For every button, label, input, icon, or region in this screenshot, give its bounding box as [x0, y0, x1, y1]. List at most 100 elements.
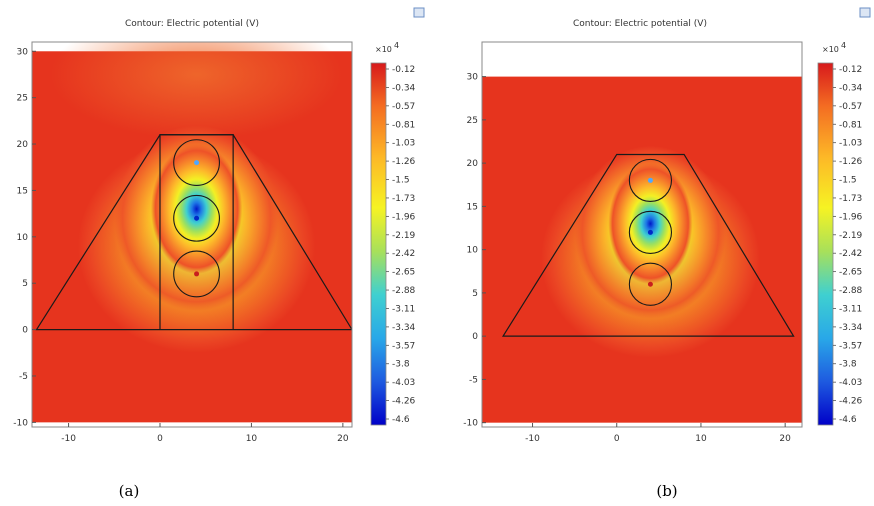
- colorbar-level-label: -2.65: [392, 268, 415, 278]
- field-gradient-core: [150, 144, 243, 274]
- y-tick-label: 5: [472, 289, 478, 299]
- panel-b: Contour: Electric potential (V) -10 0 10 20…: [463, 7, 871, 500]
- y-tick-label: 10: [17, 233, 29, 243]
- axes: -10 0 10 20 -10 -5 0 5 10 15 20 25 30: [463, 41, 803, 444]
- colorbar-scale-exponent: 4: [394, 41, 399, 50]
- colorbar-level-label: -0.12: [839, 65, 862, 75]
- x-tick-label: 10: [246, 434, 258, 444]
- colorbar-level-label: -3.8: [839, 360, 857, 370]
- field-gradient-top: [50, 42, 343, 140]
- x-tick-label: 0: [157, 434, 163, 444]
- colorbar-level-label: -2.42: [839, 249, 862, 259]
- colorbar-level-label: -1.5: [839, 176, 857, 186]
- colorbar-level-label: -4.26: [839, 397, 863, 407]
- inner-rect-boundary: [159, 134, 234, 330]
- y-tick-label: 10: [467, 246, 479, 256]
- colorbar-level-label: -0.12: [392, 65, 415, 75]
- y-tick-label: 30: [467, 73, 479, 83]
- colorbar-scale-label: ×10: [822, 45, 839, 54]
- contour-plot: [482, 42, 802, 427]
- conductor-circle: [628, 158, 673, 203]
- panel-caption: (a): [119, 482, 140, 500]
- colorbar-level-label: -1.26: [392, 157, 416, 167]
- colorbar-level-label: -2.19: [392, 231, 416, 241]
- conductor-circle: [173, 250, 220, 298]
- conductor-circle: [173, 139, 220, 187]
- colorbar-level-label: -3.57: [839, 341, 862, 351]
- colorbar-level-label: -4.26: [392, 397, 416, 407]
- colorbar-level-label: -2.65: [839, 268, 862, 278]
- export-icon[interactable]: [413, 7, 425, 18]
- colorbar-level-label: -2.88: [392, 286, 416, 296]
- y-tick-label: 20: [467, 159, 479, 169]
- conductor-center-dot: [194, 271, 200, 277]
- trapezoid-boundary: [501, 153, 795, 337]
- x-tick-label: -10: [61, 434, 76, 444]
- y-tick-label: 15: [17, 186, 28, 196]
- colorbar-level-label: -1.73: [392, 194, 415, 204]
- y-tick-label: -5: [19, 372, 28, 382]
- y-tick-label: 30: [17, 47, 29, 57]
- conductor-center-dot: [647, 229, 653, 235]
- colorbar-level-label: -4.6: [839, 415, 857, 425]
- conductor-center-dot: [194, 215, 200, 221]
- x-tick-label: 0: [614, 434, 620, 444]
- conductor-circle: [628, 210, 673, 254]
- x-tick-label: -10: [525, 434, 540, 444]
- conductor-circle: [173, 194, 220, 242]
- conductor-center-dot: [647, 177, 653, 183]
- colorbar: ×10 4 -0.12 -0.34 -0.57 -0.81 -1.03 -1.26 -1.5 -1…: [817, 41, 863, 426]
- y-tick-label: 20: [17, 140, 29, 150]
- colorbar-level-label: -1.96: [839, 212, 863, 222]
- colorbar-level-label: -1.26: [839, 157, 863, 167]
- colorbar-level-label: -0.81: [839, 120, 862, 130]
- colorbar-level-label: -1.73: [839, 194, 862, 204]
- x-tick-label: 20: [779, 434, 791, 444]
- colorbar-gradient: [817, 62, 834, 426]
- y-tick-label: -10: [463, 419, 478, 429]
- y-tick-label: 25: [467, 116, 478, 126]
- y-tick-label: -10: [13, 418, 28, 428]
- export-icon[interactable]: [859, 7, 871, 18]
- panel-a: Contour: Electric potential (V) -10 0 10 20…: [13, 7, 425, 500]
- colorbar-level-label: -3.34: [839, 323, 863, 333]
- x-tick-label: 10: [695, 434, 707, 444]
- colorbar-scale-label: ×10: [375, 45, 392, 54]
- y-tick-label: 25: [17, 94, 28, 104]
- colorbar-level-label: -4.6: [392, 415, 410, 425]
- x-tick-label: 20: [337, 434, 349, 444]
- y-tick-label: 5: [22, 279, 28, 289]
- y-tick-label: 0: [472, 332, 478, 342]
- colorbar-level-label: -2.19: [839, 231, 863, 241]
- colorbar-level-label: -0.81: [392, 120, 415, 130]
- colorbar-level-label: -2.88: [839, 286, 863, 296]
- colorbar-level-label: -0.57: [839, 102, 862, 112]
- colorbar-level-label: -3.11: [839, 304, 862, 314]
- axes: -10 0 10 20 -10 -5 0 5 10 15 20 25 30: [13, 41, 353, 444]
- y-tick-label: -5: [469, 375, 478, 385]
- plot-title: Contour: Electric potential (V): [125, 19, 259, 29]
- axes-frame: [31, 41, 353, 428]
- conductor-center-dot: [194, 160, 200, 166]
- contour-plot: [32, 42, 352, 427]
- colorbar-level-label: -3.8: [392, 360, 410, 370]
- panel-caption: (b): [656, 482, 677, 500]
- conductor-circle: [628, 262, 673, 306]
- colorbar-level-label: -4.03: [839, 378, 862, 388]
- colorbar-level-label: -4.03: [392, 378, 415, 388]
- colorbar-level-label: -2.42: [392, 249, 415, 259]
- colorbar-level-label: -1.96: [392, 212, 416, 222]
- axes-frame: [481, 41, 803, 428]
- y-tick-label: 0: [22, 326, 28, 336]
- y-tick-label: 15: [467, 202, 478, 212]
- colorbar-level-label: -3.34: [392, 323, 416, 333]
- colorbar-level-label: -0.57: [392, 102, 415, 112]
- colorbar-gradient: [370, 62, 387, 426]
- colorbar-level-label: -0.34: [392, 83, 416, 93]
- colorbar-level-label: -3.11: [392, 304, 415, 314]
- colorbar-level-label: -1.03: [392, 139, 415, 149]
- conductor-center-dot: [647, 281, 653, 287]
- colorbar-level-label: -1.5: [392, 176, 410, 186]
- colorbar-scale-exponent: 4: [841, 41, 846, 50]
